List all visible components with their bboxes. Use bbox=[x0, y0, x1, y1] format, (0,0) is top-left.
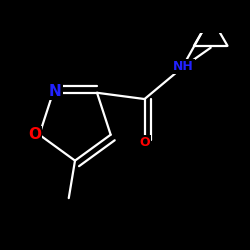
Text: O: O bbox=[28, 127, 41, 142]
Text: O: O bbox=[139, 136, 150, 149]
Text: N: N bbox=[49, 84, 62, 99]
Text: NH: NH bbox=[173, 60, 194, 73]
